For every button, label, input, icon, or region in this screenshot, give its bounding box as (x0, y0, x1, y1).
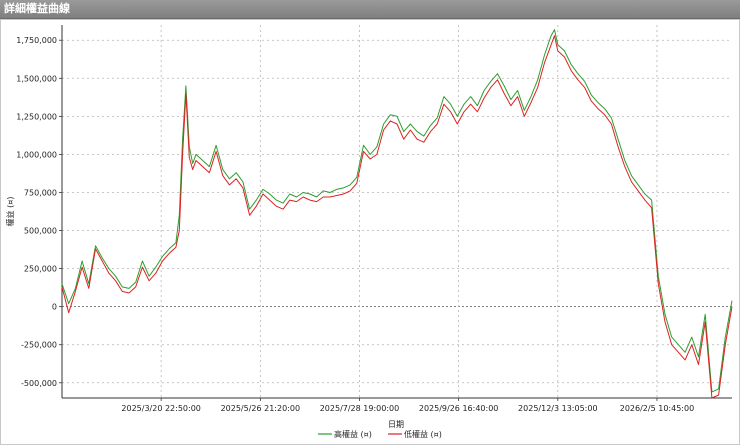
equity-chart: -500,000 -250,000 0 250,000 500,000 750,000 1,… (5, 25, 733, 439)
y-tick-label: 500,000 (24, 227, 57, 236)
y-tick-label: 1,750,000 (16, 36, 57, 45)
legend-item: 低權益 (¤) (404, 429, 442, 439)
series-line (61, 29, 733, 393)
y-tick-label: 750,000 (24, 188, 57, 197)
x-tick-label: 2025/9/26 16:40:00 (419, 404, 499, 413)
series-line (61, 35, 733, 399)
x-tick-label: 2025/3/20 22:50:00 (121, 404, 201, 413)
y-tick-label: 1,250,000 (16, 112, 57, 121)
chart-frame (0, 19, 740, 445)
y-tick-label: 250,000 (24, 265, 57, 274)
window-title: 詳細權益曲線 (4, 2, 70, 15)
grid-lines (62, 25, 732, 398)
x-tick-label: 2025/5/26 21:20:00 (221, 404, 301, 413)
x-tick-label: 2026/2/5 10:45:00 (620, 404, 694, 413)
axes (59, 25, 732, 401)
y-tick-label: -250,000 (21, 341, 57, 350)
window-titlebar: 詳細權益曲線 (0, 0, 740, 19)
x-tick-label: 2025/7/28 19:00:00 (320, 404, 400, 413)
y-tick-label: 1,500,000 (16, 74, 57, 83)
series-lines (61, 29, 733, 399)
x-tick-labels: 2025/3/20 22:50:00 2025/5/26 21:20:00 2025… (121, 404, 694, 413)
y-tick-labels: -500,000 -250,000 0 250,000 500,000 750,000 1,… (16, 36, 57, 388)
legend-item: 高權益 (¤) (334, 429, 372, 439)
x-axis-label: 日期 (388, 420, 404, 429)
legend: 高權益 (¤) 低權益 (¤) (318, 429, 442, 439)
y-tick-label: 0 (52, 303, 57, 312)
y-tick-label: 1,000,000 (16, 150, 57, 159)
y-tick-label: -500,000 (21, 379, 57, 388)
x-tick-label: 2025/12/3 13:05:00 (518, 404, 598, 413)
y-axis-label: 權益 (¤) (5, 197, 15, 227)
